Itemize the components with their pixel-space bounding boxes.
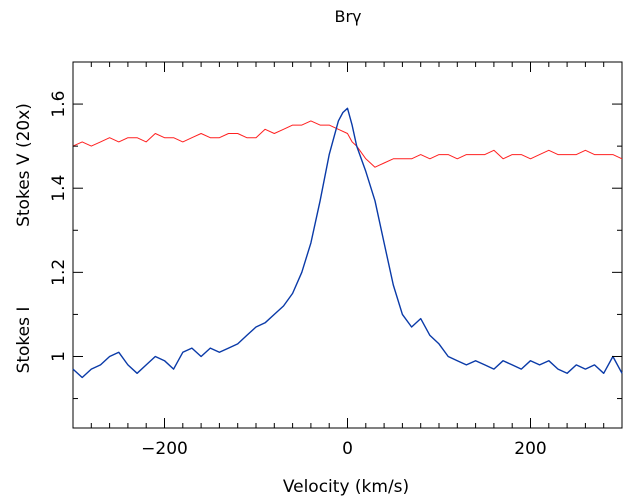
y-tick-label: 1.2 bbox=[49, 259, 69, 286]
y-tick-label: 1 bbox=[49, 351, 69, 362]
y-tick-label: 1.6 bbox=[49, 91, 69, 118]
y-tick-label: 1.4 bbox=[49, 175, 69, 202]
x-axis-ticks: −200 0 200 bbox=[72, 62, 623, 459]
series-layer bbox=[72, 107, 623, 379]
x-tick-label: −200 bbox=[141, 439, 188, 459]
x-tick-label: 200 bbox=[514, 439, 546, 459]
y-axis-label-stokes-v: Stokes V (20x) bbox=[14, 103, 34, 227]
plot-border bbox=[72, 61, 623, 429]
y-axis-label-stokes-i: Stokes I bbox=[14, 307, 34, 374]
plot-frame bbox=[72, 61, 623, 429]
chart-title: Brγ bbox=[334, 7, 361, 26]
y-axis-ticks: 1 1.2 1.4 1.6 bbox=[49, 61, 622, 400]
x-axis-label: Velocity (km/s) bbox=[283, 477, 409, 497]
stokes-v-series-line bbox=[72, 120, 623, 168]
stokes-i-series-line bbox=[72, 107, 623, 379]
x-tick-label: 0 bbox=[342, 439, 353, 459]
